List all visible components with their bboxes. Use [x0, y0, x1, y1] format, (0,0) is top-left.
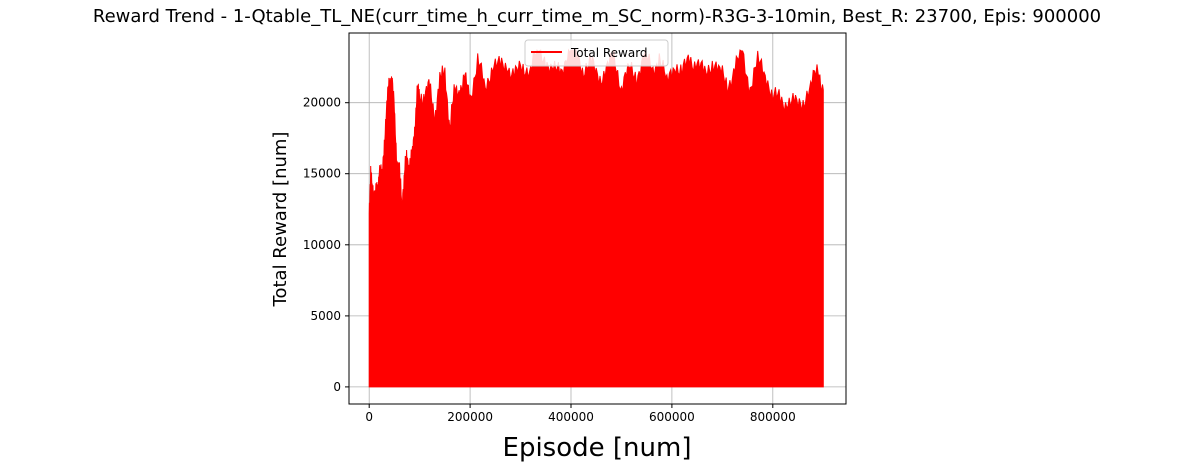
legend: Total Reward	[524, 39, 669, 67]
legend-label-total-reward: Total Reward	[570, 46, 648, 60]
chart-title: Reward Trend - 1-Qtable_TL_NE(curr_time_…	[93, 6, 1101, 27]
series-area-total-reward	[368, 48, 824, 388]
x-tick-label: 200000	[447, 410, 493, 424]
x-tick-label: 0	[365, 410, 373, 424]
x-tick-label: 400000	[548, 410, 594, 424]
y-tick-label: 15000	[303, 167, 341, 181]
y-axis-label: Total Reward [num]	[270, 132, 291, 308]
y-tick-label: 10000	[303, 238, 341, 252]
x-tick-label: 600000	[649, 410, 695, 424]
y-tick-label: 0	[333, 380, 341, 394]
x-tick-label: 800000	[750, 410, 796, 424]
y-tick-label: 5000	[310, 309, 341, 323]
x-axis-ticks: 0 200000 400000 600000 800000	[365, 404, 796, 424]
series-total-reward	[368, 48, 824, 388]
y-tick-label: 20000	[303, 96, 341, 110]
plot-frame	[348, 32, 847, 405]
legend-box	[524, 39, 669, 67]
x-axis-label: Episode [num]	[503, 433, 692, 463]
y-axis-ticks: 0 5000 10000 15000 20000	[303, 96, 349, 394]
